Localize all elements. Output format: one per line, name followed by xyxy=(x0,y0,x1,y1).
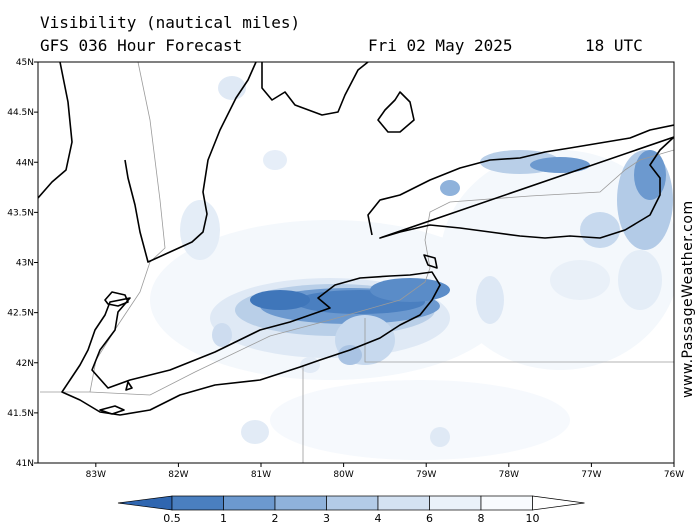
longitude-axis: 83W 82W 81W 80W 79W 78W 77W 76W xyxy=(86,463,684,480)
colorbar-label: 0.5 xyxy=(163,512,181,525)
lat-tick-label: 42.5N xyxy=(7,309,34,319)
lon-tick-label: 79W xyxy=(416,470,436,480)
boundaries xyxy=(40,62,674,463)
lat-tick-label: 41.5N xyxy=(7,409,34,419)
colorbar-label: 6 xyxy=(426,512,433,525)
latitude-axis: 45N 44.5N 44N 43.5N 43N 42.5N 42N 41.5N 41N xyxy=(7,58,38,469)
colorbar-segment xyxy=(223,495,276,511)
lon-tick-label: 76W xyxy=(664,470,684,480)
map-area xyxy=(38,62,674,463)
lon-tick-label: 82W xyxy=(168,470,188,480)
colorbar-segment xyxy=(377,495,430,511)
colorbar-segment xyxy=(429,495,482,511)
colorbar-label: 3 xyxy=(323,512,330,525)
colorbar-segment xyxy=(274,495,327,511)
chart-title: Visibility (nautical miles) xyxy=(40,13,301,32)
lat-tick-label: 42N xyxy=(16,359,34,369)
lat-tick-label: 44N xyxy=(16,158,34,168)
colorbar-label: 8 xyxy=(478,512,485,525)
lat-tick-label: 41N xyxy=(16,459,34,469)
colorbar: 0.5 1 2 3 4 6 8 10 xyxy=(117,495,585,525)
lake-ontario-shore xyxy=(367,124,674,239)
colorbar-segment xyxy=(532,495,585,511)
visibility-field xyxy=(150,76,674,460)
lon-tick-label: 78W xyxy=(499,470,519,480)
lake-huron-shore xyxy=(38,62,73,199)
colorbar-label: 1 xyxy=(220,512,227,525)
colorbar-segment xyxy=(117,495,173,511)
colorbar-label: 10 xyxy=(526,512,540,525)
lat-tick-label: 44.5N xyxy=(7,108,34,118)
colorbar-label: 4 xyxy=(375,512,382,525)
lon-tick-label: 83W xyxy=(86,470,106,480)
lon-tick-label: 77W xyxy=(581,470,601,480)
lat-tick-label: 45N xyxy=(16,58,34,68)
model-label: GFS 036 Hour Forecast xyxy=(40,36,243,55)
forecast-time: 18 UTC xyxy=(585,36,643,55)
watermark-text: www.PassageWeather.com xyxy=(680,200,696,398)
lake-erie-shore xyxy=(61,271,441,416)
lat-tick-label: 43.5N xyxy=(7,208,34,218)
colorbar-segment xyxy=(171,495,224,511)
lon-tick-label: 80W xyxy=(333,470,353,480)
georgian-bay-shore xyxy=(377,91,415,133)
lon-tick-label: 81W xyxy=(251,470,271,480)
lat-tick-label: 43N xyxy=(16,259,34,269)
coastlines xyxy=(38,62,674,416)
lake-st-clair-shore xyxy=(104,291,129,307)
colorbar-segment xyxy=(480,495,533,511)
colorbar-segment xyxy=(326,495,379,511)
colorbar-label: 2 xyxy=(272,512,279,525)
forecast-date: Fri 02 May 2025 xyxy=(368,36,513,55)
